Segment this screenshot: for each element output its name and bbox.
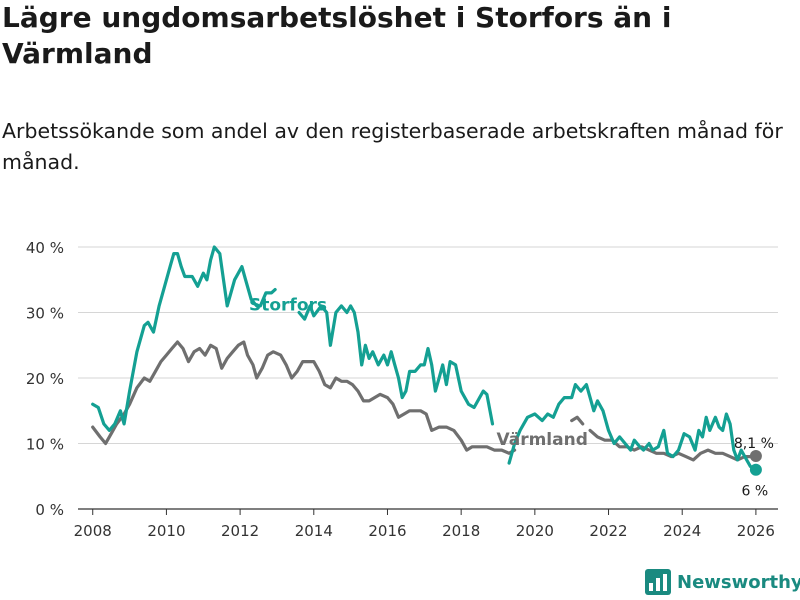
x-tick-label: 2016	[368, 522, 406, 540]
x-tick-label: 2012	[221, 522, 259, 540]
x-tick-label: 2022	[589, 522, 627, 540]
endpoint-storfors	[749, 463, 762, 476]
x-tick-label: 2010	[147, 522, 185, 540]
annotation-varmland: Värmland	[497, 430, 588, 450]
end-label-varmland: 8,1 %	[734, 436, 774, 452]
y-tick-label: 40 %	[26, 239, 64, 257]
x-tick-label: 2014	[295, 522, 333, 540]
annotation-storfors: Storfors	[249, 296, 327, 316]
newsworthy-logo-icon	[645, 569, 671, 595]
chart-title: Lägre ungdomsarbetslöshet i Storfors än …	[2, 1, 672, 70]
y-tick-label: 10 %	[26, 436, 64, 454]
x-tick-label: 2024	[663, 522, 701, 540]
end-label-storfors: 6 %	[742, 484, 769, 500]
x-tick-label: 2008	[74, 522, 112, 540]
series-line-storfors	[91, 245, 758, 472]
y-tick-label: 30 %	[26, 305, 64, 323]
x-tick-label: 2018	[442, 522, 480, 540]
y-tick-label: 0 %	[35, 501, 64, 519]
brand-name: Newsworthy	[677, 571, 800, 593]
x-tick-label: 2020	[516, 522, 554, 540]
chart-subtitle: Arbetssökande som andel av den registerb…	[2, 119, 783, 174]
endpoint-varmland	[749, 449, 762, 462]
y-tick-label: 20 %	[26, 370, 64, 388]
brand-logo: Newsworthy	[645, 568, 800, 596]
x-tick-label: 2026	[737, 522, 775, 540]
